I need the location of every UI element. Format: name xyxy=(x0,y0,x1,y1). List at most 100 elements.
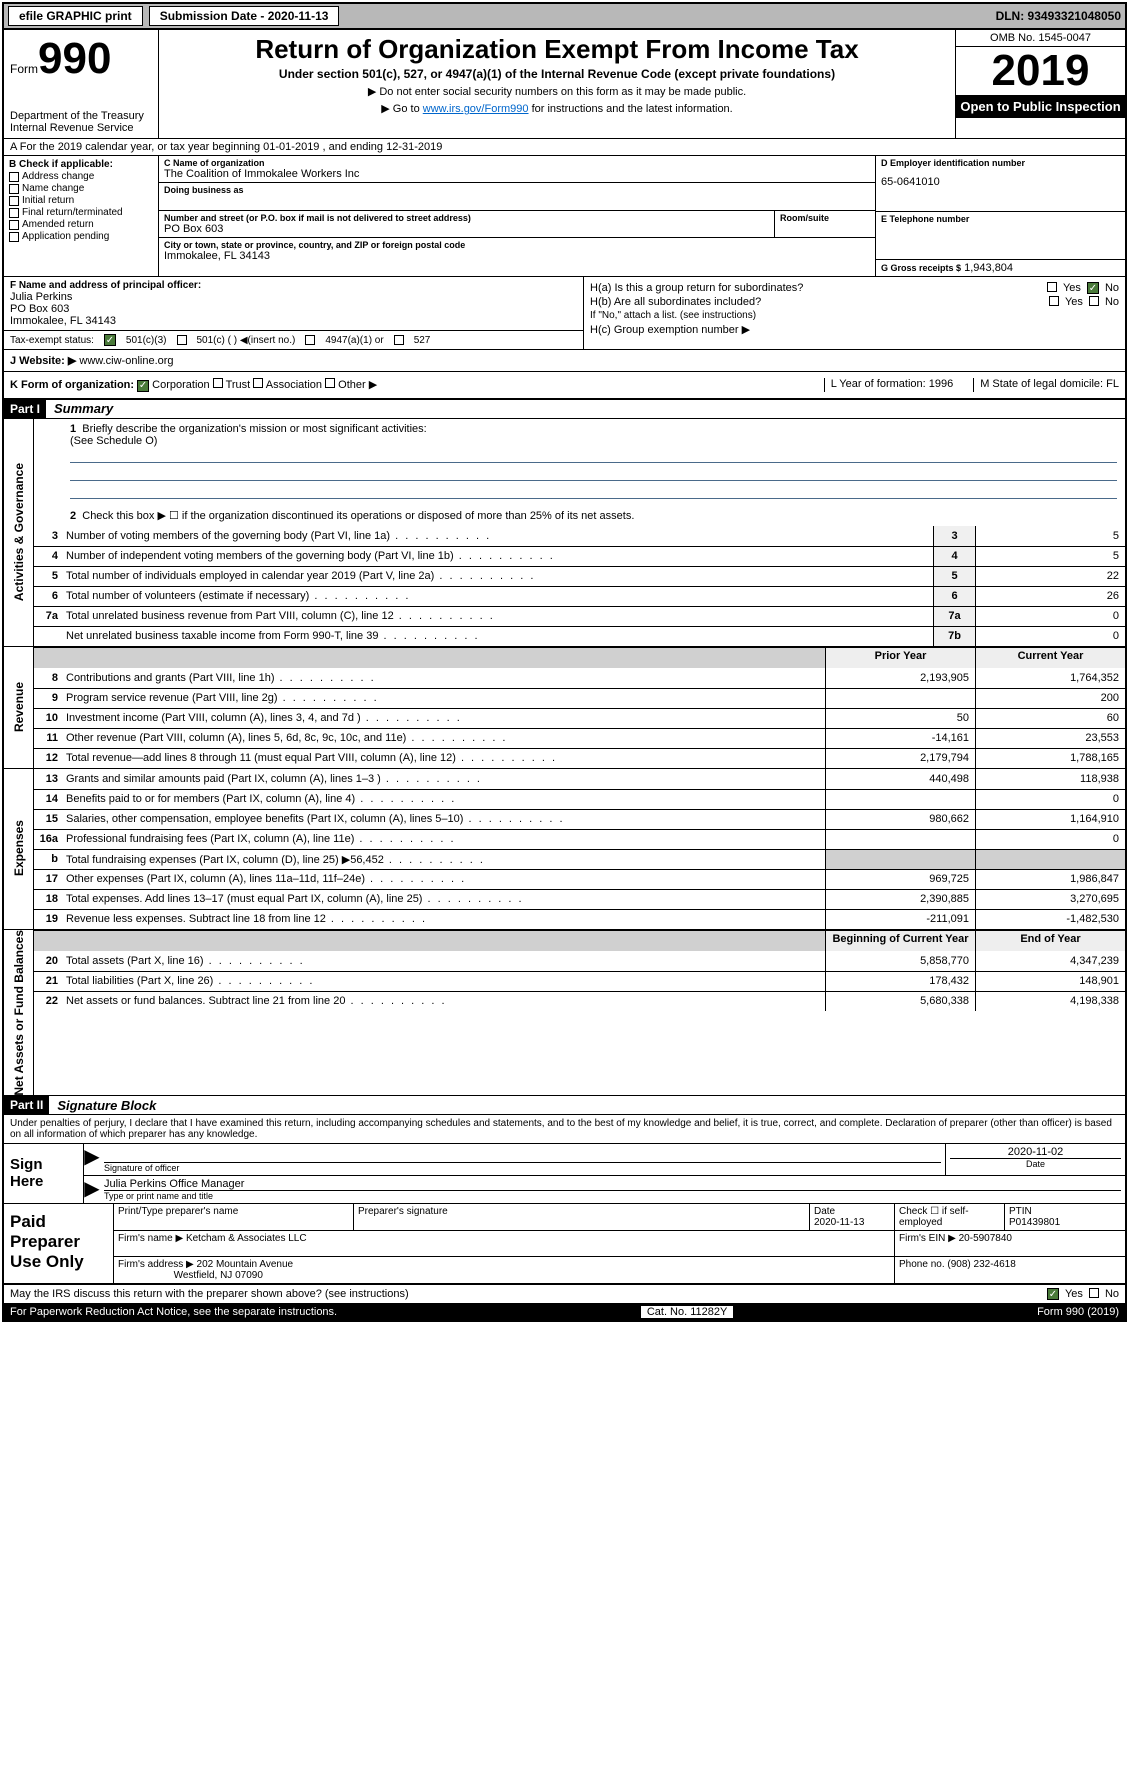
chk-501c3[interactable]: ✓ xyxy=(104,334,116,346)
chk-initial[interactable] xyxy=(9,196,19,206)
note-ssn: ▶ Do not enter social security numbers o… xyxy=(165,85,949,98)
k-other[interactable] xyxy=(325,378,335,388)
c-label: C Name of organization xyxy=(164,158,870,168)
hb-yes[interactable] xyxy=(1049,296,1059,306)
firm-phone: (908) 232-4618 xyxy=(947,1259,1015,1270)
line2-text: Check this box ▶ ☐ if the organization d… xyxy=(82,510,634,522)
hb-no[interactable] xyxy=(1089,296,1099,306)
website-label: J Website: ▶ xyxy=(10,355,76,367)
chk-pending[interactable] xyxy=(9,232,19,242)
website-url: www.ciw-online.org xyxy=(79,355,173,367)
section-a-period: A For the 2019 calendar year, or tax yea… xyxy=(4,139,1125,156)
org-name: The Coalition of Immokalee Workers Inc xyxy=(164,168,870,180)
addr-label: Number and street (or P.O. box if mail i… xyxy=(164,213,769,223)
open-inspection: Open to Public Inspection xyxy=(956,95,1125,118)
chk-final[interactable] xyxy=(9,208,19,218)
hdr-current: Current Year xyxy=(975,648,1125,668)
omb-number: OMB No. 1545-0047 xyxy=(956,30,1125,47)
vert-rev: Revenue xyxy=(12,682,26,732)
city-label: City or town, state or province, country… xyxy=(164,240,870,250)
k-label: K Form of organization: xyxy=(10,379,134,391)
prep-date: 2020-11-13 xyxy=(814,1217,890,1228)
ptin: P01439801 xyxy=(1009,1217,1121,1228)
note-link: ▶ Go to www.irs.gov/Form990 for instruct… xyxy=(165,102,949,115)
gross-label: G Gross receipts $ xyxy=(881,263,961,273)
org-address: PO Box 603 xyxy=(164,223,769,235)
ein-label: D Employer identification number xyxy=(881,158,1120,168)
line1-text: Briefly describe the organization's miss… xyxy=(82,423,426,435)
top-toolbar: efile GRAPHIC print Submission Date - 20… xyxy=(4,4,1125,30)
chk-name[interactable] xyxy=(9,184,19,194)
officer-addr2: Immokalee, FL 34143 xyxy=(10,315,577,327)
vert-na: Net Assets or Fund Balances xyxy=(12,930,26,1096)
hdr-eoy: End of Year xyxy=(975,931,1125,951)
k-corp[interactable]: ✓ xyxy=(137,380,149,392)
discuss-no[interactable] xyxy=(1089,1288,1099,1298)
efile-button[interactable]: efile GRAPHIC print xyxy=(8,6,143,26)
sign-date: 2020-11-02 xyxy=(950,1146,1121,1158)
part2-title: Signature Block xyxy=(57,1098,156,1113)
officer-printed-name: Julia Perkins Office Manager xyxy=(104,1178,1121,1190)
form-subtitle: Under section 501(c), 527, or 4947(a)(1)… xyxy=(165,67,949,81)
date-label: Date xyxy=(950,1158,1121,1169)
h-a: H(a) Is this a group return for subordin… xyxy=(590,282,803,294)
name-label: Type or print name and title xyxy=(104,1190,1121,1201)
firm-ein: 20-5907840 xyxy=(959,1233,1012,1244)
form-footer: Form 990 (2019) xyxy=(1037,1306,1119,1318)
hdr-prior: Prior Year xyxy=(825,648,975,668)
sig-officer-label: Signature of officer xyxy=(104,1162,941,1173)
m-state: M State of legal domicile: FL xyxy=(973,378,1119,392)
gross-value: 1,943,804 xyxy=(964,262,1013,274)
chk-address[interactable] xyxy=(9,172,19,182)
dln-label: DLN: 93493321048050 xyxy=(996,9,1121,23)
chk-501c[interactable] xyxy=(177,335,187,345)
perjury-text: Under penalties of perjury, I declare th… xyxy=(4,1115,1125,1144)
ha-no[interactable]: ✓ xyxy=(1087,282,1099,294)
sign-here: Sign Here xyxy=(4,1144,84,1203)
firm-name: Ketcham & Associates LLC xyxy=(186,1233,307,1244)
line1-value: (See Schedule O) xyxy=(70,435,1117,447)
phone-label: E Telephone number xyxy=(881,214,1120,224)
tax-status-label: Tax-exempt status: xyxy=(10,335,94,346)
chk-amended[interactable] xyxy=(9,220,19,230)
cat-no: Cat. No. 11282Y xyxy=(641,1306,734,1318)
arrow-icon: ▶ xyxy=(84,1176,100,1203)
check-if-applicable: B Check if applicable: Address change Na… xyxy=(4,156,159,276)
chk-4947[interactable] xyxy=(305,335,315,345)
vert-ag: Activities & Governance xyxy=(12,463,26,601)
prep-name-hdr: Print/Type preparer's name xyxy=(114,1204,354,1230)
org-city: Immokalee, FL 34143 xyxy=(164,250,870,262)
self-employed: Check ☐ if self-employed xyxy=(895,1204,1005,1230)
f-label: F Name and address of principal officer: xyxy=(10,280,577,291)
paid-preparer: Paid Preparer Use Only xyxy=(4,1204,114,1283)
h-b: H(b) Are all subordinates included? xyxy=(590,296,761,308)
arrow-icon: ▶ xyxy=(84,1144,100,1175)
pra-notice: For Paperwork Reduction Act Notice, see … xyxy=(10,1306,337,1318)
room-label: Room/suite xyxy=(780,213,870,223)
officer-name: Julia Perkins xyxy=(10,291,577,303)
officer-addr1: PO Box 603 xyxy=(10,303,577,315)
hdr-boy: Beginning of Current Year xyxy=(825,931,975,951)
part2-header: Part II xyxy=(4,1096,49,1114)
ha-yes[interactable] xyxy=(1047,282,1057,292)
h-b-note: If "No," attach a list. (see instruction… xyxy=(590,310,1119,321)
tax-year: 2019 xyxy=(956,47,1125,95)
l-year: L Year of formation: 1996 xyxy=(824,378,954,392)
irs-link[interactable]: www.irs.gov/Form990 xyxy=(423,103,529,115)
part1-header: Part I xyxy=(4,400,46,418)
vert-exp: Expenses xyxy=(12,820,26,876)
part1-title: Summary xyxy=(54,401,113,416)
dba-label: Doing business as xyxy=(164,185,870,195)
firm-addr2: Westfield, NJ 07090 xyxy=(174,1270,263,1281)
ein-value: 65-0641010 xyxy=(881,176,1120,188)
chk-527[interactable] xyxy=(394,335,404,345)
h-c: H(c) Group exemption number ▶ xyxy=(590,323,750,336)
prep-sig-hdr: Preparer's signature xyxy=(354,1204,810,1230)
discuss-question: May the IRS discuss this return with the… xyxy=(10,1288,409,1300)
form-title: Return of Organization Exempt From Incom… xyxy=(165,34,949,65)
k-trust[interactable] xyxy=(213,378,223,388)
firm-addr1: 202 Mountain Avenue xyxy=(197,1259,294,1270)
submission-date-button[interactable]: Submission Date - 2020-11-13 xyxy=(149,6,340,26)
discuss-yes[interactable]: ✓ xyxy=(1047,1288,1059,1300)
k-assoc[interactable] xyxy=(253,378,263,388)
